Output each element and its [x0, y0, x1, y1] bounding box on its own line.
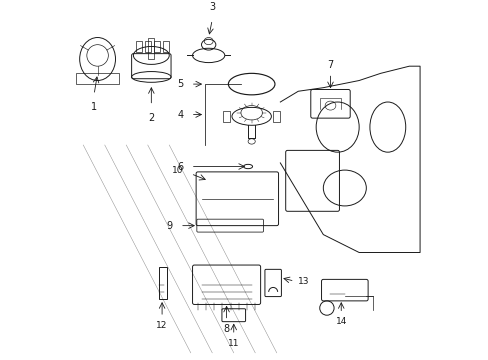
Text: 12: 12: [156, 321, 167, 330]
Bar: [158, 267, 167, 299]
Text: 6: 6: [177, 162, 183, 171]
Text: 14: 14: [335, 317, 346, 326]
Bar: [154, 41, 159, 52]
Text: 7: 7: [326, 60, 333, 70]
Bar: [148, 37, 154, 59]
Bar: [76, 73, 119, 84]
Text: 9: 9: [166, 221, 172, 231]
Bar: [144, 41, 150, 52]
Text: 8: 8: [223, 324, 229, 334]
Text: 3: 3: [209, 3, 215, 13]
Bar: [163, 41, 168, 52]
Bar: [223, 111, 230, 122]
Text: 4: 4: [177, 109, 183, 120]
Text: 1: 1: [91, 102, 97, 112]
Bar: [273, 111, 280, 122]
Text: 5: 5: [177, 79, 183, 89]
Text: 10: 10: [172, 166, 183, 175]
Bar: [136, 41, 142, 52]
Text: 2: 2: [148, 113, 154, 123]
Text: 13: 13: [298, 277, 309, 286]
Text: 11: 11: [227, 338, 239, 347]
